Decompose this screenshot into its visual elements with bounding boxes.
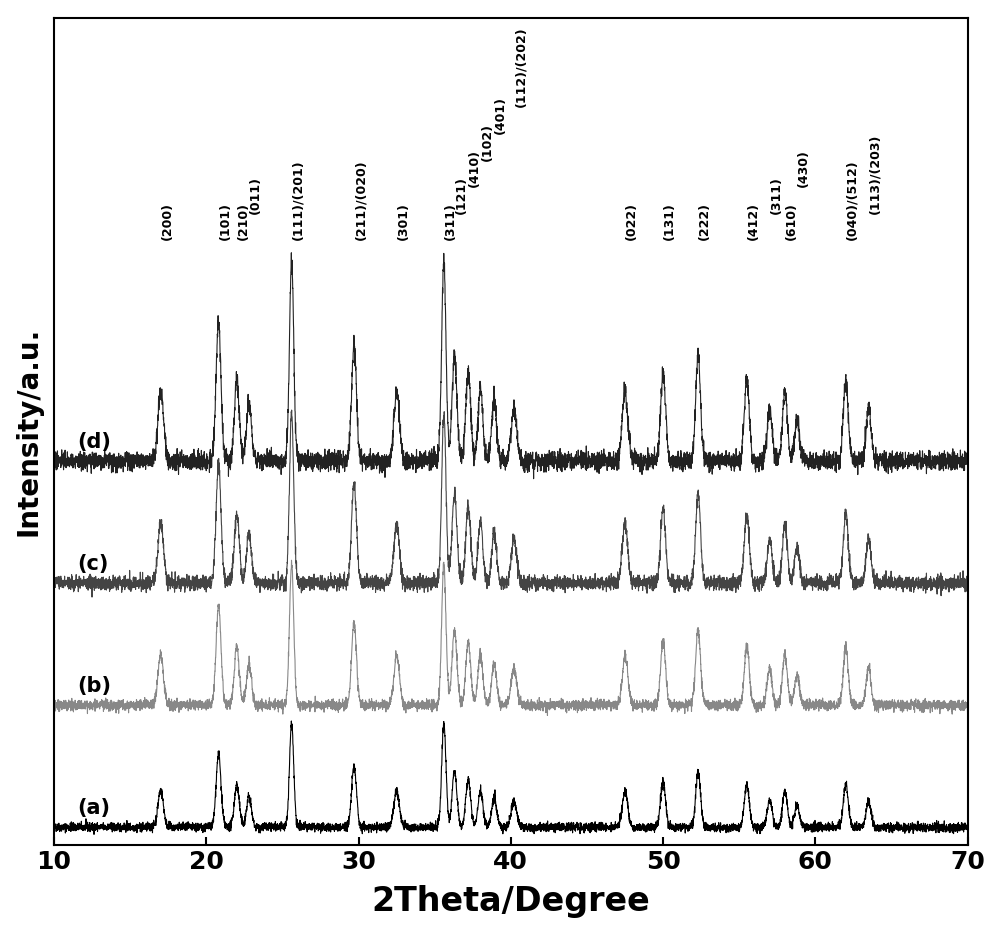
Text: (a): (a)	[77, 799, 110, 818]
Text: (111)/(201): (111)/(201)	[292, 160, 305, 241]
Text: (c): (c)	[77, 554, 108, 574]
Text: (112)/(202): (112)/(202)	[514, 27, 527, 107]
Text: (200): (200)	[161, 202, 174, 241]
Text: (022): (022)	[625, 202, 638, 241]
Text: (210): (210)	[237, 202, 250, 241]
Text: (412): (412)	[747, 202, 760, 241]
Text: (011): (011)	[249, 175, 262, 214]
Text: (311): (311)	[444, 202, 457, 241]
Text: (040)/(512): (040)/(512)	[846, 160, 859, 241]
Text: (121): (121)	[455, 175, 468, 214]
Text: (301): (301)	[397, 202, 410, 241]
Text: (101): (101)	[219, 202, 232, 241]
Text: (311): (311)	[770, 176, 783, 214]
Text: (222): (222)	[698, 202, 711, 241]
Text: (102): (102)	[480, 122, 493, 160]
Text: (610): (610)	[785, 202, 798, 241]
Text: (113)/(203): (113)/(203)	[869, 133, 882, 214]
Text: (430): (430)	[797, 149, 810, 188]
Text: (410): (410)	[468, 149, 481, 188]
Text: (131): (131)	[663, 202, 676, 241]
Y-axis label: Intensity/a.u.: Intensity/a.u.	[15, 327, 43, 536]
Text: (b): (b)	[77, 676, 111, 696]
Text: (d): (d)	[77, 432, 111, 452]
Text: (401): (401)	[494, 96, 507, 134]
X-axis label: 2Theta/Degree: 2Theta/Degree	[371, 885, 650, 918]
Text: (211)/(020): (211)/(020)	[354, 160, 367, 241]
